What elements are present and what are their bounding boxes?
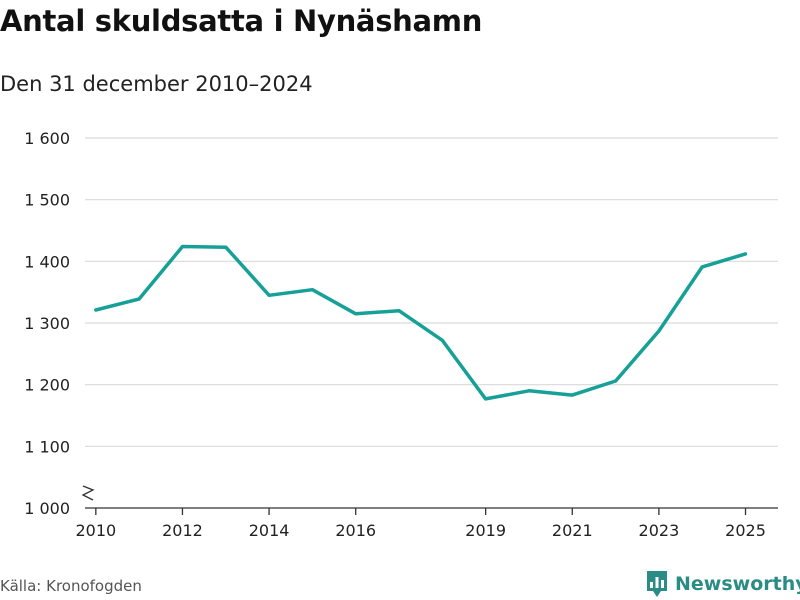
y-tick-label: 1 100 bbox=[24, 437, 70, 456]
brand-name: Newsworthy bbox=[675, 573, 800, 595]
x-tick-label: 2016 bbox=[335, 521, 376, 540]
x-tick-label: 2010 bbox=[75, 521, 116, 540]
series-line bbox=[94, 244, 748, 401]
brand-logo: Newsworthy bbox=[645, 569, 800, 599]
y-tick-label: 1 600 bbox=[24, 129, 70, 148]
y-tick-label: 1 500 bbox=[24, 191, 70, 210]
x-tick-label: 2014 bbox=[249, 521, 290, 540]
chart-title: Antal skuldsatta i Nynäshamn bbox=[0, 4, 483, 38]
data-series bbox=[94, 244, 748, 401]
x-tick-label: 2021 bbox=[552, 521, 593, 540]
x-axis: 2010 2012 2014 2016 2019 2021 2023 2025 bbox=[75, 485, 778, 540]
source-note: Källa: Kronofogden bbox=[0, 577, 142, 595]
x-tick-label: 2025 bbox=[725, 521, 766, 540]
y-tick-label: 1 200 bbox=[24, 376, 70, 395]
x-tick-label: 2023 bbox=[639, 521, 680, 540]
x-tick-label: 2019 bbox=[465, 521, 506, 540]
axis-break-icon bbox=[81, 485, 95, 501]
y-tick-label: 1 300 bbox=[24, 314, 70, 333]
x-tick-label: 2012 bbox=[162, 521, 203, 540]
y-axis-ticks: 1 000 1 100 1 200 1 300 1 400 1 500 1 600 bbox=[24, 129, 70, 518]
y-tick-label: 1 400 bbox=[24, 252, 70, 271]
newsworthy-icon bbox=[647, 571, 667, 597]
y-tick-label: 1 000 bbox=[24, 499, 70, 518]
chart-subtitle: Den 31 december 2010–2024 bbox=[0, 72, 313, 96]
gridlines bbox=[85, 137, 778, 447]
